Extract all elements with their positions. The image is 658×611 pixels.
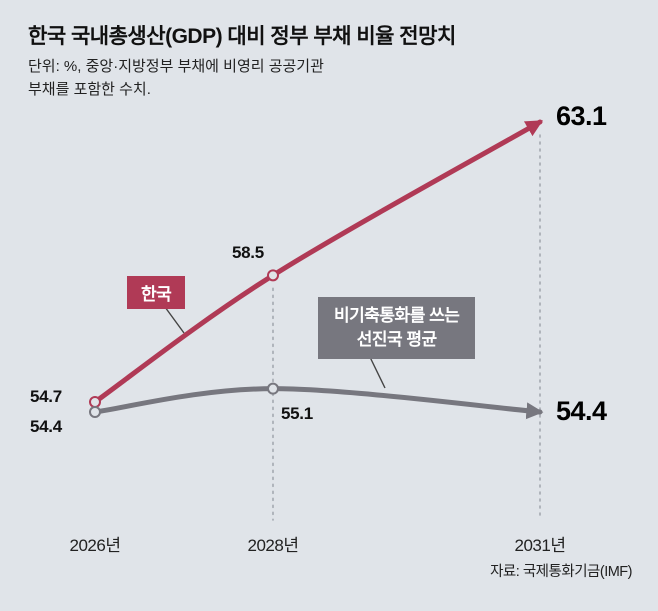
x-tick-2028: 2028년 [247, 536, 299, 555]
korea-end-value: 63.1 [556, 101, 607, 131]
subtitle-line-2: 부채를 포함한 수치. [28, 80, 151, 98]
advanced-badge-line-1: 비기축통화를 쓰는 [334, 306, 460, 325]
x-tick-2031: 2031년 [514, 536, 566, 555]
advanced-start-value: 54.4 [30, 417, 62, 436]
advanced-mid-value: 55.1 [281, 404, 313, 423]
source-credit: 자료: 국제통화기금(IMF) [490, 564, 632, 580]
advanced-series-badge: 비기축통화를 쓰는 선진국 평균 [318, 297, 476, 359]
x-tick-2026: 2026년 [69, 536, 121, 555]
page-title: 한국 국내총생산(GDP) 대비 정부 부채 비율 전망치 [28, 25, 456, 48]
korea-start-value: 54.7 [30, 387, 62, 406]
advanced-badge-line-2: 선진국 평균 [356, 329, 437, 349]
subtitle-line-1: 단위: %, 중앙·지방정부 부채에 비영리 공공기관 [28, 58, 324, 75]
korea-series-badge: 한국 [127, 276, 186, 309]
chart-subtitle: 단위: %, 중앙·지방정부 부채에 비영리 공공기관 부채를 포함한 수치. [28, 56, 324, 101]
korea-mid-value: 58.5 [232, 243, 264, 262]
advanced-end-value: 54.4 [556, 396, 607, 426]
